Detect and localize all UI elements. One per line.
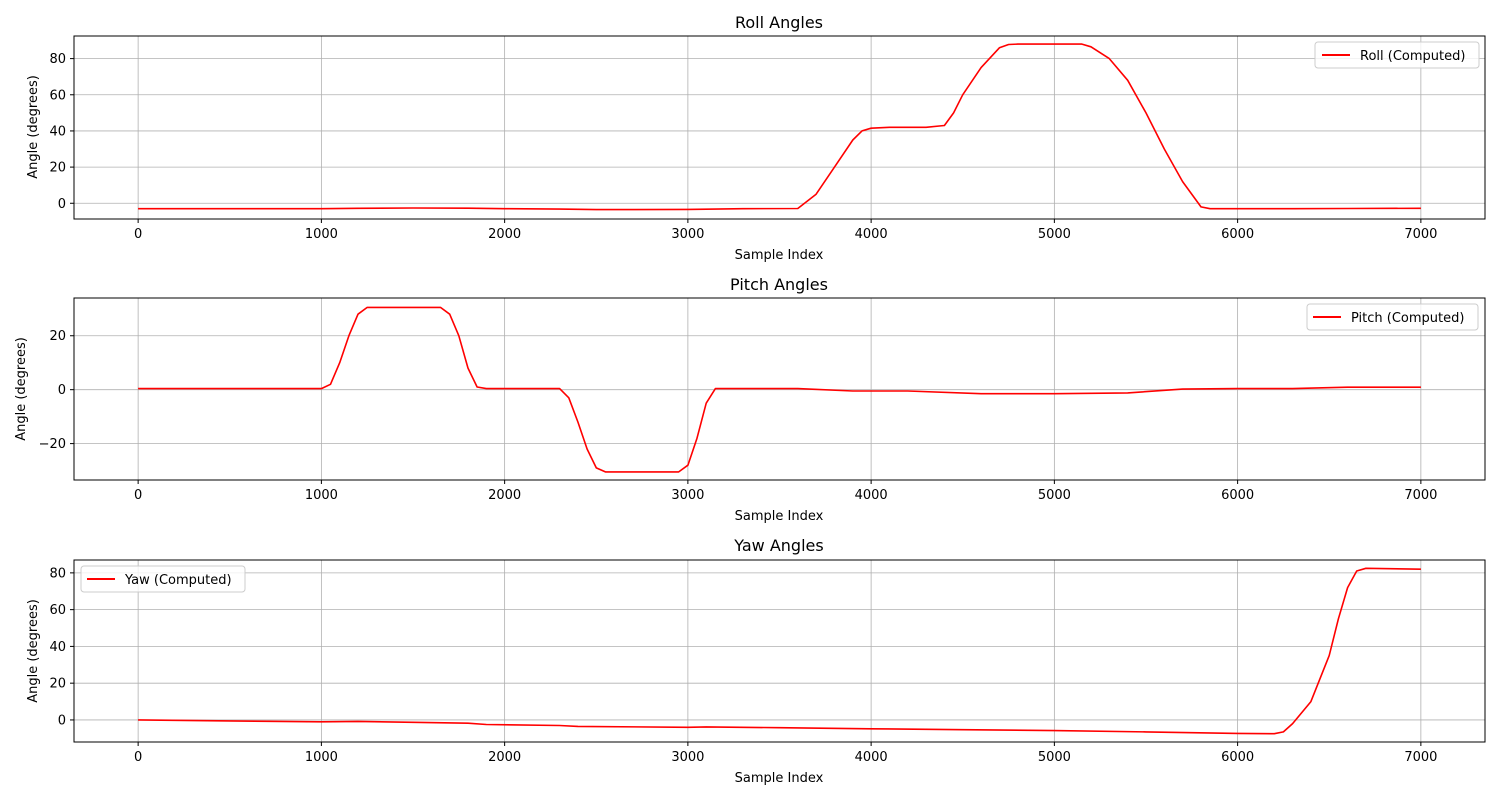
yaw-x-tick-label-7000: 7000 [1404,750,1437,765]
roll-ticks: 0 1000 2000 3000 4000 5000 6000 7000 0 20 40 60 80 [49,52,1437,242]
roll-y-tick-label-40: 40 [49,124,66,139]
yaw-y-tick-label-60: 60 [49,603,66,618]
roll-x-tick-label-1000: 1000 [305,227,338,242]
pitch-legend: Pitch (Computed) [1306,303,1479,331]
yaw-x-tick-label-0: 0 [134,750,142,765]
pitch-x-tick-label-5000: 5000 [1038,488,1071,503]
roll-y-axis-label: Angle (degrees) [26,75,41,179]
yaw-plot-area [73,559,1486,743]
yaw-ticks: 0 1000 2000 3000 4000 5000 6000 7000 0 20 40 60 80 [49,566,1437,765]
roll-legend: Roll (Computed) [1314,41,1480,69]
yaw-chart-title: Yaw Angles [733,536,823,555]
pitch-series-line-0 [138,306,1421,473]
yaw-y-tick-label-0: 0 [58,713,66,728]
roll-subplot: Roll Angles Sample Index Angle (degrees)… [26,13,1486,263]
pitch-x-tick-label-6000: 6000 [1221,488,1254,503]
yaw-legend-label: Yaw (Computed) [124,573,232,588]
roll-y-tick-label-80: 80 [49,52,66,67]
roll-x-tick-label-4000: 4000 [855,227,888,242]
roll-x-axis-label: Sample Index [735,248,824,263]
roll-y-tick-label-20: 20 [49,161,66,176]
pitch-x-tick-label-3000: 3000 [671,488,704,503]
roll-legend-box [1314,41,1480,69]
yaw-subplot: Yaw Angles Sample Index Angle (degrees) … [26,536,1486,786]
yaw-x-tick-label-1000: 1000 [305,750,338,765]
yaw-x-tick-label-6000: 6000 [1221,750,1254,765]
yaw-y-axis-label: Angle (degrees) [26,599,41,703]
yaw-y-tick-label-80: 80 [49,566,66,581]
yaw-x-tick-label-4000: 4000 [855,750,888,765]
roll-y-tick-label-60: 60 [49,88,66,103]
pitch-legend-box [1306,303,1479,331]
yaw-axes-frame [73,559,1486,743]
roll-y-tick-label-0: 0 [58,197,66,212]
pitch-y-axis-label: Angle (degrees) [14,337,29,441]
pitch-chart-title: Pitch Angles [730,275,828,294]
yaw-y-tick-label-40: 40 [49,640,66,655]
pitch-y-tick-label-0: 0 [58,383,66,398]
roll-x-tick-label-2000: 2000 [488,227,521,242]
roll-axes-frame [73,35,1486,220]
roll-grid [74,36,1485,219]
roll-chart-title: Roll Angles [735,13,823,32]
roll-legend-label: Roll (Computed) [1360,49,1465,64]
pitch-y-tick-label-20: 20 [49,329,66,344]
yaw-grid [74,560,1485,742]
pitch-x-axis-label: Sample Index [735,509,824,524]
pitch-x-tick-label-0: 0 [134,488,142,503]
pitch-x-tick-label-1000: 1000 [305,488,338,503]
roll-x-tick-label-5000: 5000 [1038,227,1071,242]
yaw-x-tick-label-5000: 5000 [1038,750,1071,765]
pitch-ticks: 0 1000 2000 3000 4000 5000 6000 7000 −20 0 20 [39,329,1438,503]
roll-x-tick-label-6000: 6000 [1221,227,1254,242]
roll-x-tick-label-7000: 7000 [1404,227,1437,242]
yaw-legend: Yaw (Computed) [80,565,246,593]
roll-x-tick-label-3000: 3000 [671,227,704,242]
yaw-x-axis-label: Sample Index [735,771,824,786]
pitch-y-tick-label--20: −20 [39,437,66,452]
pitch-legend-label: Pitch (Computed) [1351,311,1464,326]
pitch-x-tick-label-4000: 4000 [855,488,888,503]
pitch-x-tick-label-7000: 7000 [1404,488,1437,503]
yaw-x-tick-label-2000: 2000 [488,750,521,765]
yaw-legend-box [80,565,246,593]
yaw-series-line-0 [138,567,1421,735]
roll-plot-area [73,35,1486,220]
pitch-x-tick-label-2000: 2000 [488,488,521,503]
pitch-plot-area [73,297,1486,481]
pitch-subplot: Pitch Angles Sample Index Angle (degrees… [14,275,1486,524]
roll-series-line-0 [138,43,1421,211]
roll-x-tick-label-0: 0 [134,227,142,242]
yaw-x-tick-label-3000: 3000 [671,750,704,765]
pitch-axes-frame [73,297,1486,481]
yaw-y-tick-label-20: 20 [49,677,66,692]
